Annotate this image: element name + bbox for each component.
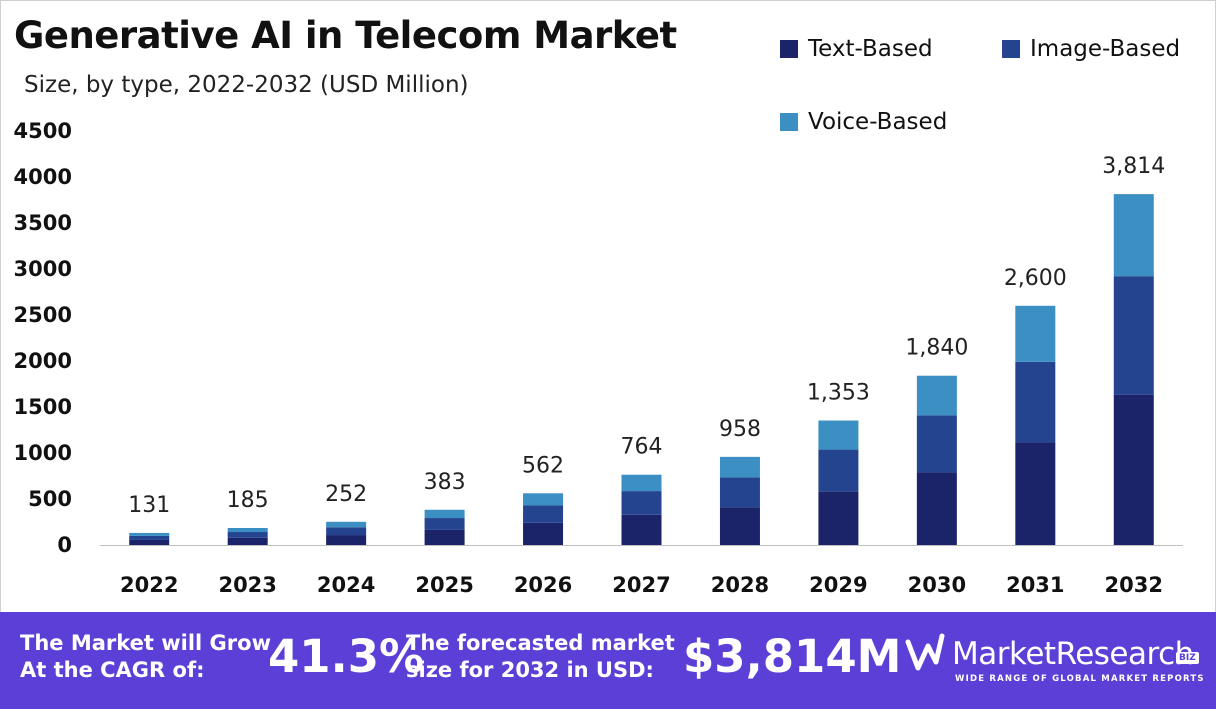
bar-segment-image-based <box>719 477 760 508</box>
data-label: 764 <box>621 435 663 460</box>
forecast-text-line2: size for 2032 in USD: <box>406 658 654 682</box>
bar-segment-voice-based <box>424 509 465 519</box>
data-label: 958 <box>719 417 761 442</box>
bar-segment-voice-based <box>227 527 268 533</box>
data-label: 383 <box>424 470 466 495</box>
bar-segment-voice-based <box>719 456 760 478</box>
legend-swatch-voice-based <box>780 113 798 131</box>
bar-segment-text-based <box>818 491 859 545</box>
bar-segment-image-based <box>818 449 859 492</box>
data-label: 185 <box>227 488 269 513</box>
bar-segment-voice-based <box>326 521 367 528</box>
legend-label-voice-based: Voice-Based <box>808 109 948 135</box>
legend-label-image-based: Image-Based <box>1030 36 1181 62</box>
bar-segment-voice-based <box>1015 305 1056 362</box>
chart-subtitle: Size, by type, 2022-2032 (USD Million) <box>24 72 469 98</box>
bar-segment-voice-based <box>129 532 170 536</box>
bar-segment-voice-based <box>523 493 564 506</box>
bar-segment-text-based <box>326 535 367 545</box>
legend-swatch-text-based <box>780 40 798 58</box>
bar-segment-image-based <box>1113 276 1154 395</box>
x-tick-label: 2025 <box>415 573 473 597</box>
x-tick-label: 2026 <box>514 573 572 597</box>
forecast-text: The forecasted market size for 2032 in U… <box>406 630 675 684</box>
x-tick-label: 2024 <box>317 573 375 597</box>
y-tick-label: 1500 <box>14 395 72 419</box>
bar-segment-image-based <box>916 415 957 473</box>
bar-segment-image-based <box>621 491 662 515</box>
data-label: 2,600 <box>1004 266 1067 291</box>
brand-name: MarketResearch <box>952 636 1194 672</box>
chart-title: Generative AI in Telecom Market <box>14 14 677 57</box>
bar-segment-voice-based <box>1113 194 1154 277</box>
data-label: 1,840 <box>905 336 968 361</box>
x-tick-label: 2030 <box>908 573 966 597</box>
bar-segment-voice-based <box>818 420 859 450</box>
x-tick-label: 2031 <box>1006 573 1064 597</box>
brand-badge: BIZ <box>1176 652 1199 664</box>
cagr-value: 41.3% <box>268 630 425 683</box>
x-tick-label: 2028 <box>711 573 769 597</box>
legend-swatch-image-based <box>1002 40 1020 58</box>
legend-label-text-based: Text-Based <box>808 36 933 62</box>
bar-segment-text-based <box>1113 394 1154 545</box>
bar-segment-text-based <box>129 539 170 545</box>
bar-chart: 0 500 1000 1500 2000 2500 3000 3500 4000 4500 131 2… <box>14 119 1183 597</box>
data-label: 562 <box>522 453 564 478</box>
bar-segment-image-based <box>424 518 465 530</box>
forecast-value: $3,814M <box>683 630 902 683</box>
bar-segment-image-based <box>1015 361 1056 443</box>
bar-segment-voice-based <box>916 375 957 416</box>
cagr-text-line1: The Market will Grow <box>20 631 271 655</box>
cagr-text: The Market will Grow At the CAGR of: <box>20 630 271 684</box>
y-tick-label: 2000 <box>14 349 72 373</box>
bar-segment-text-based <box>621 514 662 545</box>
bar-segment-voice-based <box>621 474 662 492</box>
bar-segment-image-based <box>326 527 367 536</box>
legend-item-voice-based: Voice-Based <box>780 109 947 135</box>
bar-segment-image-based <box>523 505 564 523</box>
data-label: 1,353 <box>807 381 870 406</box>
bar-segment-text-based <box>227 537 268 545</box>
y-tick-label: 4000 <box>14 165 72 189</box>
forecast-text-line1: The forecasted market <box>406 631 675 655</box>
data-label: 131 <box>128 493 170 518</box>
bar-segment-text-based <box>719 507 760 545</box>
data-label: 252 <box>325 482 367 507</box>
brand-tagline: WIDE RANGE OF GLOBAL MARKET REPORTS <box>955 674 1205 684</box>
y-tick-label: 0 <box>57 533 72 557</box>
x-tick-label: 2029 <box>809 573 867 597</box>
market-research-logo-icon <box>905 633 945 671</box>
y-tick-label: 500 <box>28 487 72 511</box>
legend-item-text-based: Text-Based <box>780 36 933 62</box>
y-tick-label: 2500 <box>14 303 72 327</box>
bar-segment-text-based <box>916 472 957 545</box>
x-tick-label: 2032 <box>1105 573 1163 597</box>
bar-segment-text-based <box>523 522 564 545</box>
bar-segment-text-based <box>424 529 465 545</box>
bar-segment-text-based <box>1015 442 1056 545</box>
y-tick-label: 1000 <box>14 441 72 465</box>
legend-item-image-based: Image-Based <box>1002 36 1180 62</box>
footer-banner <box>0 612 1216 709</box>
data-label: 3,814 <box>1102 154 1165 179</box>
bar-segment-image-based <box>227 532 268 538</box>
y-tick-label: 4500 <box>14 119 72 143</box>
y-tick-label: 3500 <box>14 211 72 235</box>
cagr-text-line2: At the CAGR of: <box>20 658 205 682</box>
x-tick-label: 2023 <box>218 573 276 597</box>
y-tick-label: 3000 <box>14 257 72 281</box>
x-tick-label: 2027 <box>612 573 670 597</box>
bar-segment-image-based <box>129 535 170 540</box>
x-tick-label: 2022 <box>120 573 178 597</box>
